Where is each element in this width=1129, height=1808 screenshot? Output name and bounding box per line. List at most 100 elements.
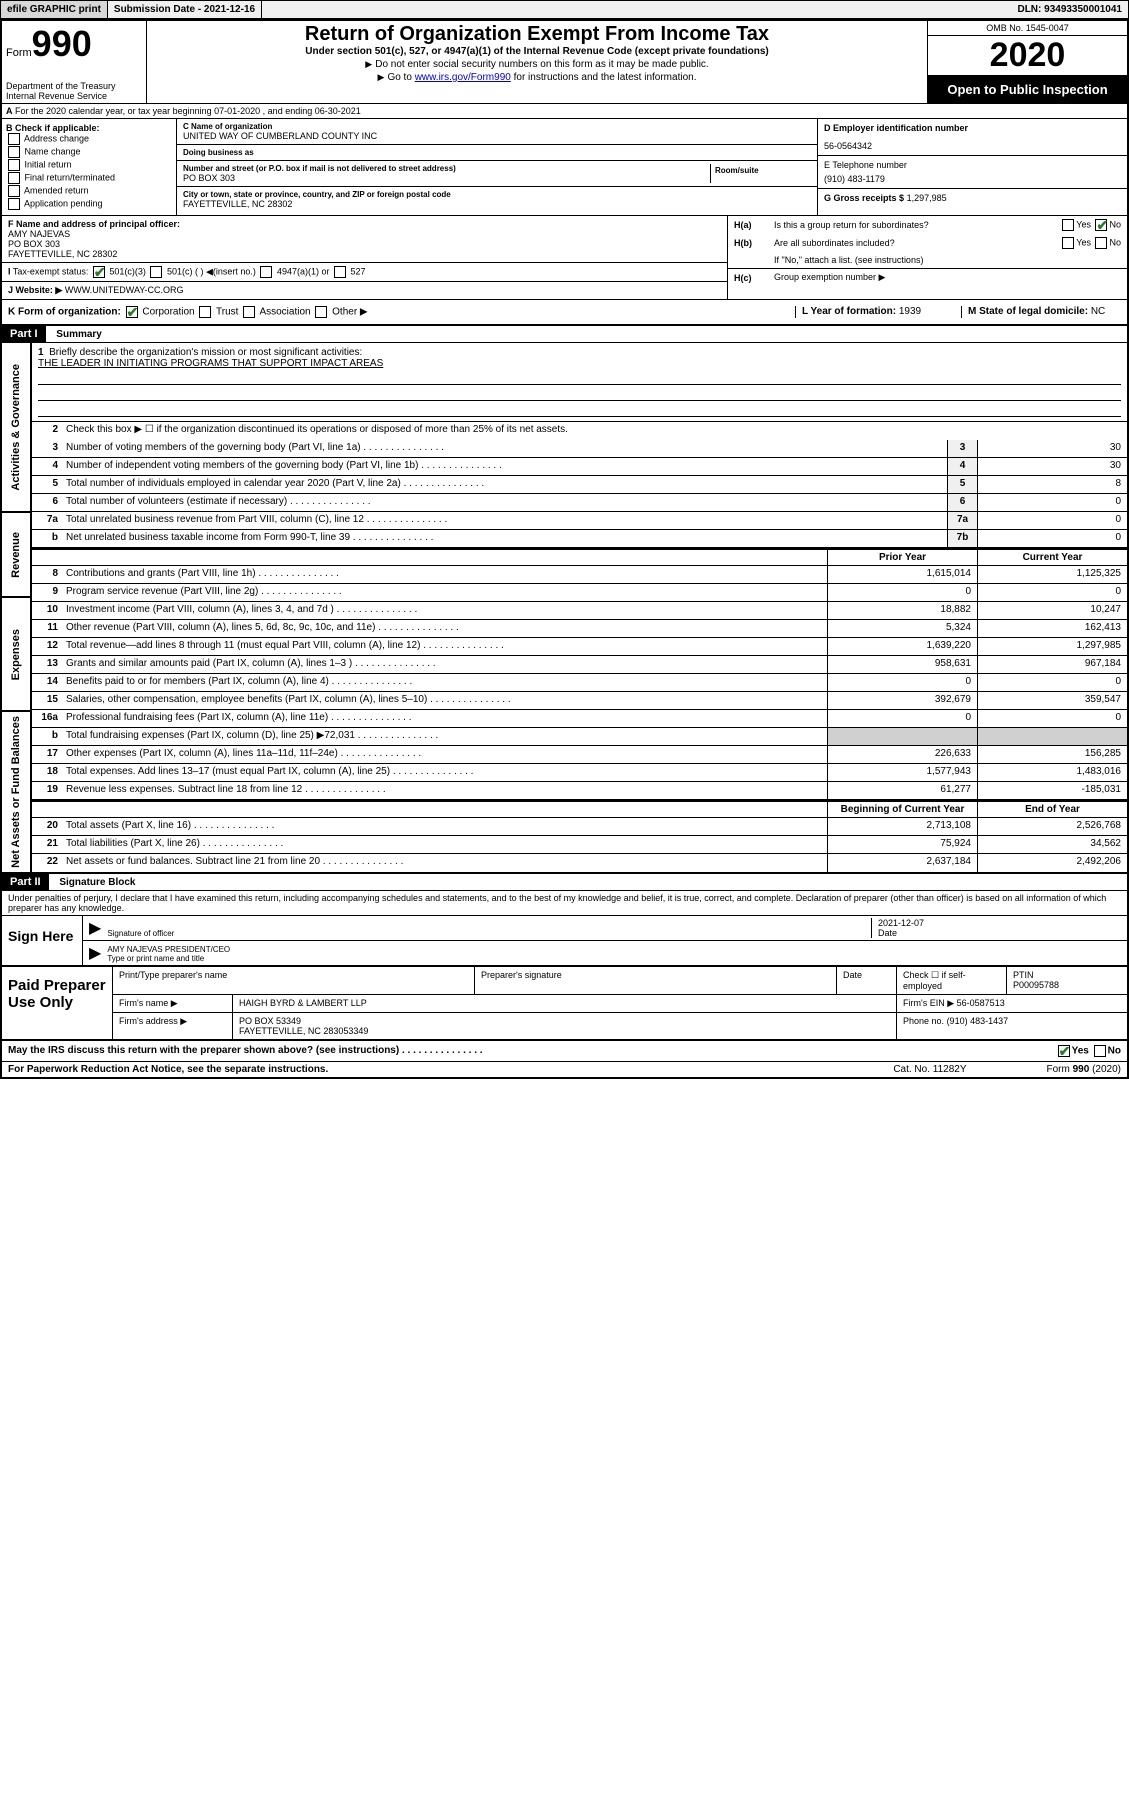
chk-501c3[interactable] (93, 266, 105, 278)
line20-begin: 2,713,108 (827, 818, 977, 835)
line22-end: 2,492,206 (977, 854, 1127, 872)
line10-prior: 18,882 (827, 602, 977, 619)
omb-number: OMB No. 1545-0047 (928, 21, 1127, 36)
addr-value: PO BOX 303 (183, 173, 710, 183)
lineb-val: 0 (977, 530, 1127, 547)
form-header-right: OMB No. 1545-0047 2020 Open to Public In… (927, 21, 1127, 103)
box-b-check-applicable: B Check if applicable: Address change Na… (2, 119, 177, 215)
line3-desc: Number of voting members of the governin… (62, 440, 947, 457)
line10-current: 10,247 (977, 602, 1127, 619)
chk-527[interactable] (334, 266, 346, 278)
line8-current: 1,125,325 (977, 566, 1127, 583)
chk-501c[interactable] (150, 266, 162, 278)
suite-label: Room/suite (715, 166, 807, 175)
line18-desc: Total expenses. Add lines 13–17 (must eq… (62, 764, 827, 781)
line1-label: Briefly describe the organization's miss… (49, 347, 362, 358)
city-value: FAYETTEVILLE, NC 28302 (183, 199, 811, 209)
line17-current: 156,285 (977, 746, 1127, 763)
prep-name-label: Print/Type preparer's name (113, 967, 475, 994)
line2: Check this box ▶ ☐ if the organization d… (62, 422, 1127, 440)
col-begin: Beginning of Current Year (827, 802, 977, 817)
line1-mission: THE LEADER IN INITIATING PROGRAMS THAT S… (38, 358, 1121, 369)
line12-prior: 1,639,220 (827, 638, 977, 655)
line20-desc: Total assets (Part X, line 16) (62, 818, 827, 835)
sig-date: 2021-12-07 (878, 918, 924, 928)
chk-application-pending: Application pending (6, 198, 172, 210)
ha-yes[interactable] (1062, 219, 1074, 231)
form-prefix: Form (6, 47, 32, 59)
prep-firm-name: HAIGH BYRD & LAMBERT LLP (233, 995, 897, 1012)
line5-val: 8 (977, 476, 1127, 493)
line22-begin: 2,637,184 (827, 854, 977, 872)
hb-no[interactable] (1095, 237, 1107, 249)
lineb-desc: Net unrelated business taxable income fr… (62, 530, 947, 547)
line18-current: 1,483,016 (977, 764, 1127, 781)
form-header-center: Return of Organization Exempt From Incom… (147, 21, 927, 103)
efile-button[interactable]: efile GRAPHIC print (1, 1, 108, 18)
line16a-desc: Professional fundraising fees (Part IX, … (62, 710, 827, 727)
prep-date-label: Date (837, 967, 897, 994)
top-toolbar: efile GRAPHIC print Submission Date - 20… (0, 0, 1129, 19)
col-current: Current Year (977, 550, 1127, 565)
line14-desc: Benefits paid to or for members (Part IX… (62, 674, 827, 691)
line13-current: 967,184 (977, 656, 1127, 673)
sig-arrow-icon-2: ▶ (89, 943, 101, 963)
line21-end: 34,562 (977, 836, 1127, 853)
form990-link[interactable]: www.irs.gov/Form990 (415, 72, 511, 83)
prep-ptin: P00095788 (1013, 980, 1059, 990)
section-revenue: Revenue (8, 528, 24, 582)
part2-header: Part II (2, 874, 49, 890)
form-version: Form 990 (2020) (1047, 1064, 1121, 1075)
line12-current: 1,297,985 (977, 638, 1127, 655)
hb-yes[interactable] (1062, 237, 1074, 249)
line15-desc: Salaries, other compensation, employee b… (62, 692, 827, 709)
chk-assoc[interactable] (243, 306, 255, 318)
prep-sig-label: Preparer's signature (475, 967, 837, 994)
line21-begin: 75,924 (827, 836, 977, 853)
line19-prior: 61,277 (827, 782, 977, 799)
sig-typed-name: AMY NAJEVAS PRESIDENT/CEO (107, 945, 230, 954)
line9-desc: Program service revenue (Part VIII, line… (62, 584, 827, 601)
box-l-year: L Year of formation: 1939 (795, 306, 955, 318)
prep-phone: (910) 483-1437 (947, 1016, 1009, 1026)
line22-desc: Net assets or fund balances. Subtract li… (62, 854, 827, 872)
chk-name-change: Name change (6, 146, 172, 158)
phone-value: (910) 483-1179 (824, 174, 1121, 184)
ein-value: 56-0564342 (824, 141, 1121, 151)
gross-label: G Gross receipts $ (824, 193, 904, 203)
line18-prior: 1,577,943 (827, 764, 977, 781)
chk-initial-return: Initial return (6, 159, 172, 171)
chk-trust[interactable] (199, 306, 211, 318)
line21-desc: Total liabilities (Part X, line 26) (62, 836, 827, 853)
chk-corp[interactable] (126, 306, 138, 318)
line11-current: 162,413 (977, 620, 1127, 637)
line7a-desc: Total unrelated business revenue from Pa… (62, 512, 947, 529)
line13-desc: Grants and similar amounts paid (Part IX… (62, 656, 827, 673)
col-prior: Prior Year (827, 550, 977, 565)
part1-header: Part I (2, 326, 46, 342)
part1-title: Summary (48, 327, 110, 342)
ha-text: Is this a group return for subordinates? (774, 220, 1060, 230)
tax-year: 2020 (928, 36, 1127, 76)
discuss-yes[interactable] (1058, 1045, 1070, 1057)
line4-val: 30 (977, 458, 1127, 475)
discuss-no[interactable] (1094, 1045, 1106, 1057)
line17-prior: 226,633 (827, 746, 977, 763)
line9-prior: 0 (827, 584, 977, 601)
section-expenses: Expenses (8, 625, 24, 684)
signature-declaration: Under penalties of perjury, I declare th… (2, 891, 1127, 916)
box-m-state: M State of legal domicile: NC (961, 306, 1121, 318)
prep-addr: PO BOX 53349FAYETTEVILLE, NC 283053349 (233, 1013, 897, 1039)
ha-no[interactable] (1095, 219, 1107, 231)
prep-self-emp: Check ☐ if self-employed (897, 967, 1007, 994)
chk-4947[interactable] (260, 266, 272, 278)
open-to-public: Open to Public Inspection (928, 76, 1127, 103)
chk-other[interactable] (315, 306, 327, 318)
prep-ein: 56-0587513 (957, 998, 1005, 1008)
box-j-website: J Website: ▶ WWW.UNITEDWAY-CC.ORG (2, 282, 727, 299)
line10-desc: Investment income (Part VIII, column (A)… (62, 602, 827, 619)
line17-desc: Other expenses (Part IX, column (A), lin… (62, 746, 827, 763)
lineb-desc: Total fundraising expenses (Part IX, col… (62, 728, 827, 745)
sig-arrow-icon: ▶ (89, 918, 101, 938)
line19-current: -185,031 (977, 782, 1127, 799)
